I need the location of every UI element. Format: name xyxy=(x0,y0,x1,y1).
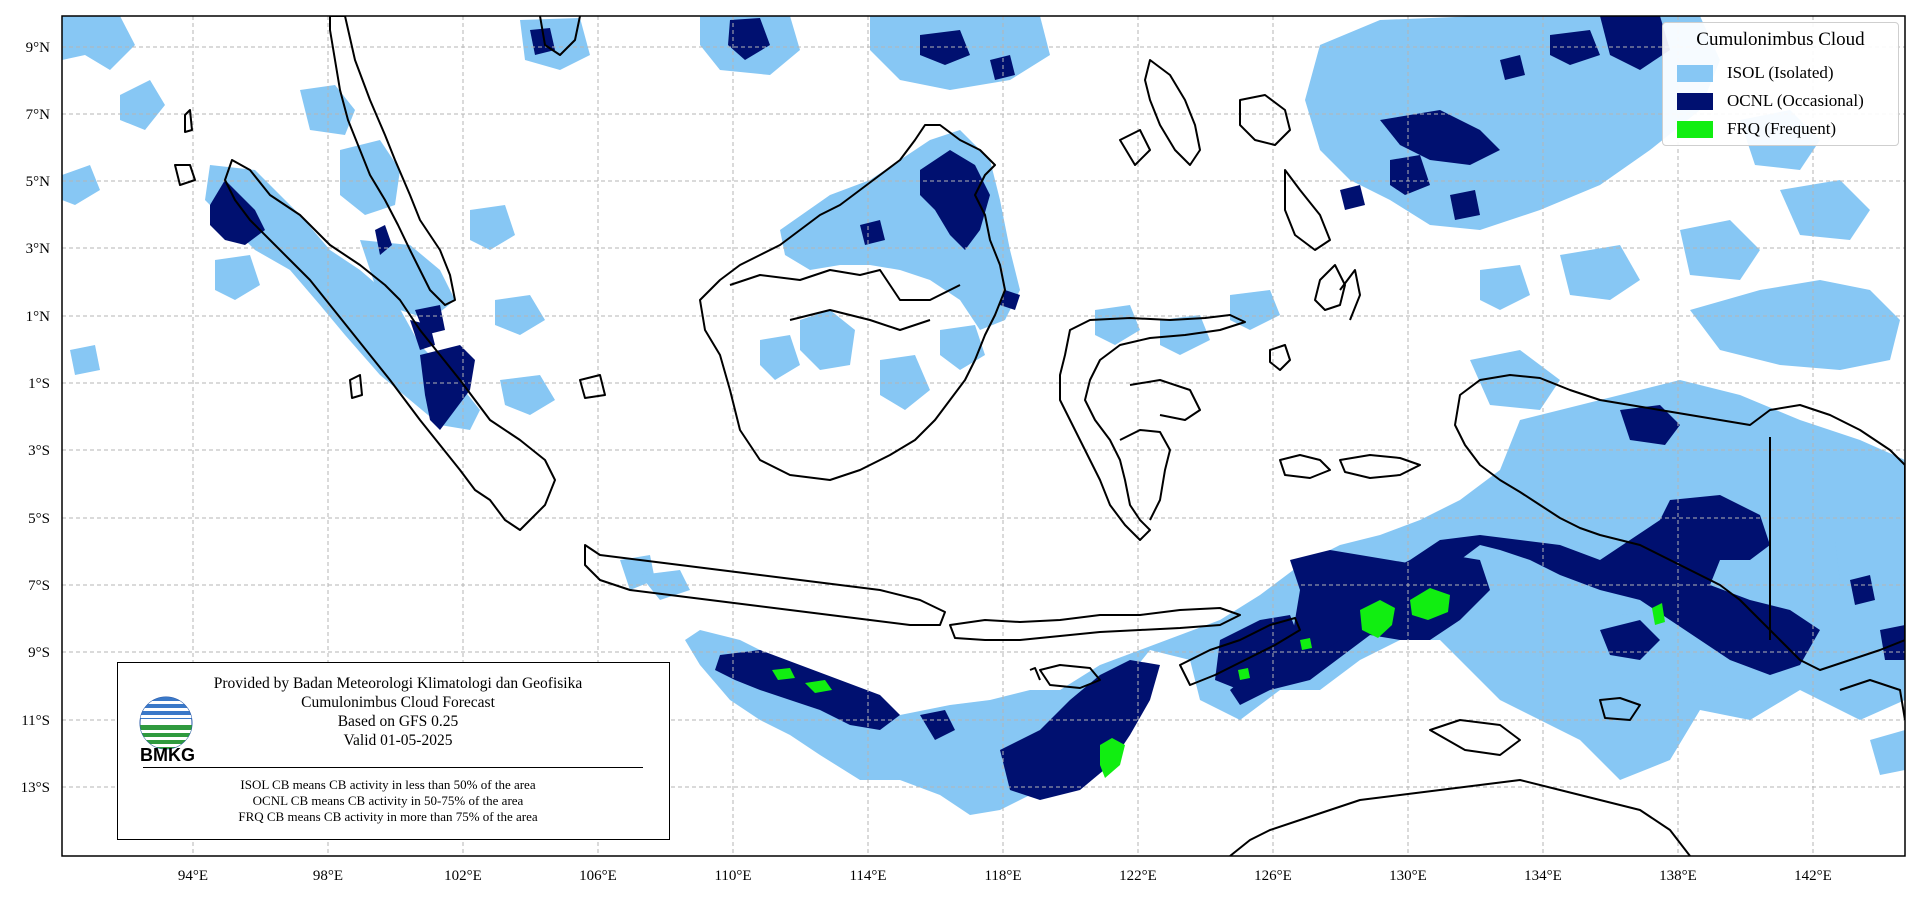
small-island-2 xyxy=(184,109,193,133)
cloud-layers xyxy=(62,16,1905,815)
lon-label: 134°E xyxy=(1524,868,1562,884)
sumatra-coast xyxy=(224,159,556,531)
frq-areas xyxy=(772,588,1665,778)
moluccas-coast xyxy=(1314,264,1346,311)
timor-coast xyxy=(1179,617,1301,686)
legend-label-frq: FRQ (Frequent) xyxy=(1727,119,1837,138)
legend-label-isol: ISOL (Isolated) xyxy=(1727,63,1834,82)
moluccas-coast-2 xyxy=(1339,269,1361,321)
longitude-labels: 94°E 98°E 102°E 106°E 110°E 114°E 118°E … xyxy=(178,868,1832,884)
borneo-border xyxy=(729,269,961,301)
lon-label: 118°E xyxy=(984,868,1021,884)
legend-swatch-frq xyxy=(1677,120,1713,138)
buru-coast xyxy=(1279,454,1331,479)
lon-label: 94°E xyxy=(178,868,208,884)
ocnl-areas xyxy=(210,16,1905,800)
indochina-coast xyxy=(539,16,581,56)
coastlines xyxy=(174,16,1905,856)
small-island xyxy=(174,164,196,186)
philippines-coast xyxy=(1144,59,1201,166)
isol-areas xyxy=(62,16,1905,815)
lon-label: 138°E xyxy=(1659,868,1697,884)
lon-label: 110°E xyxy=(714,868,751,884)
halmahera-coast xyxy=(1269,344,1291,371)
australia-coast xyxy=(1229,779,1691,856)
info-valid-date: Valid 01-05-2025 xyxy=(343,732,453,749)
map-frame xyxy=(61,15,1906,857)
legend-item-isol: ISOL (Isolated) xyxy=(1677,61,1834,85)
lat-label: 7°S xyxy=(28,578,50,594)
lat-label: 9°S xyxy=(28,645,50,661)
philippines-coast-2 xyxy=(1239,94,1291,146)
info-note-ocnl: OCNL CB means CB activity in 50-75% of t… xyxy=(252,793,524,808)
lon-label: 114°E xyxy=(849,868,886,884)
latitude-labels: 9°N 7°N 5°N 3°N 1°N 1°S 3°S 5°S 7°S 9°S … xyxy=(21,40,50,796)
lat-label: 3°N xyxy=(26,241,50,257)
sulawesi-east-arm xyxy=(1129,379,1201,421)
info-title: Cumulonimbus Cloud Forecast xyxy=(301,694,495,711)
lat-label: 7°N xyxy=(26,107,50,123)
sulawesi-arm xyxy=(1119,429,1171,521)
small-island-3 xyxy=(349,374,363,399)
lat-label: 11°S xyxy=(21,713,50,729)
mindanao-coast xyxy=(1284,169,1331,251)
papua-coast xyxy=(1454,374,1905,671)
legend-item-frq: FRQ (Frequent) xyxy=(1677,117,1836,141)
bmkg-logo-icon xyxy=(139,696,193,750)
lat-label: 9°N xyxy=(26,40,50,56)
palawan-coast xyxy=(1119,129,1151,166)
legend-item-ocnl: OCNL (Occasional) xyxy=(1677,89,1864,113)
lon-label: 130°E xyxy=(1389,868,1427,884)
lon-label: 126°E xyxy=(1254,868,1292,884)
small-island-4 xyxy=(579,374,606,399)
lon-label: 106°E xyxy=(579,868,617,884)
australia-island-2 xyxy=(1599,697,1641,721)
info-divider xyxy=(143,767,643,768)
legend-title: Cumulonimbus Cloud xyxy=(1696,29,1865,50)
lon-label: 122°E xyxy=(1119,868,1157,884)
legend-swatch-isol xyxy=(1677,64,1713,82)
lon-label: 142°E xyxy=(1794,868,1832,884)
sumba-coast xyxy=(1039,664,1101,689)
nusa-tenggara-coast xyxy=(949,607,1241,641)
malay-peninsula-coast xyxy=(329,16,456,306)
info-note-isol: ISOL CB means CB activity in less than 5… xyxy=(240,777,536,792)
info-provider: Provided by Badan Meteorologi Klimatolog… xyxy=(213,675,583,692)
lat-label: 5°S xyxy=(28,511,50,527)
lat-label: 1°N xyxy=(26,309,50,325)
seram-coast xyxy=(1339,454,1421,479)
borneo-border-2 xyxy=(789,309,931,331)
lat-label: 13°S xyxy=(21,780,50,796)
legend: Cumulonimbus Cloud ISOL (Isolated) OCNL … xyxy=(1662,22,1899,146)
small-island-5 xyxy=(1029,667,1041,681)
legend-swatch-ocnl xyxy=(1677,92,1713,110)
legend-label-ocnl: OCNL (Occasional) xyxy=(1727,91,1864,110)
lat-label: 3°S xyxy=(28,443,50,459)
java-coast xyxy=(584,544,946,626)
australia-island xyxy=(1429,719,1521,756)
lat-label: 5°N xyxy=(26,174,50,190)
borneo-coast xyxy=(699,124,1006,481)
lat-label: 1°S xyxy=(28,376,50,392)
info-model: Based on GFS 0.25 xyxy=(337,713,459,730)
cape-york-coast xyxy=(1839,679,1905,721)
sulawesi-coast xyxy=(1059,314,1246,541)
info-box: BMKG Provided by Badan Meteorologi Klima… xyxy=(117,662,670,840)
lon-label: 102°E xyxy=(444,868,482,884)
logo-text: BMKG xyxy=(140,745,195,765)
graticule xyxy=(62,16,1905,856)
info-note-frq: FRQ CB means CB activity in more than 75… xyxy=(238,809,538,824)
lon-label: 98°E xyxy=(313,868,343,884)
